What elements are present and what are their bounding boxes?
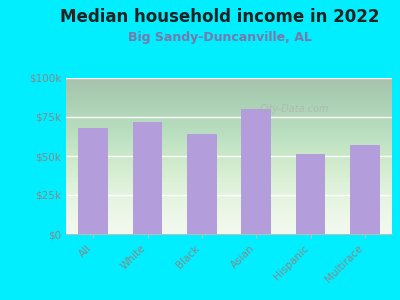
Bar	[132, 122, 162, 234]
Bar	[187, 134, 217, 234]
Bar	[78, 128, 108, 234]
Text: Median household income in 2022: Median household income in 2022	[60, 8, 380, 26]
Bar	[350, 145, 380, 234]
Text: Big Sandy-Duncanville, AL: Big Sandy-Duncanville, AL	[128, 32, 312, 44]
Bar	[241, 109, 271, 234]
Text: City-Data.com: City-Data.com	[259, 104, 329, 114]
Bar	[296, 154, 326, 234]
